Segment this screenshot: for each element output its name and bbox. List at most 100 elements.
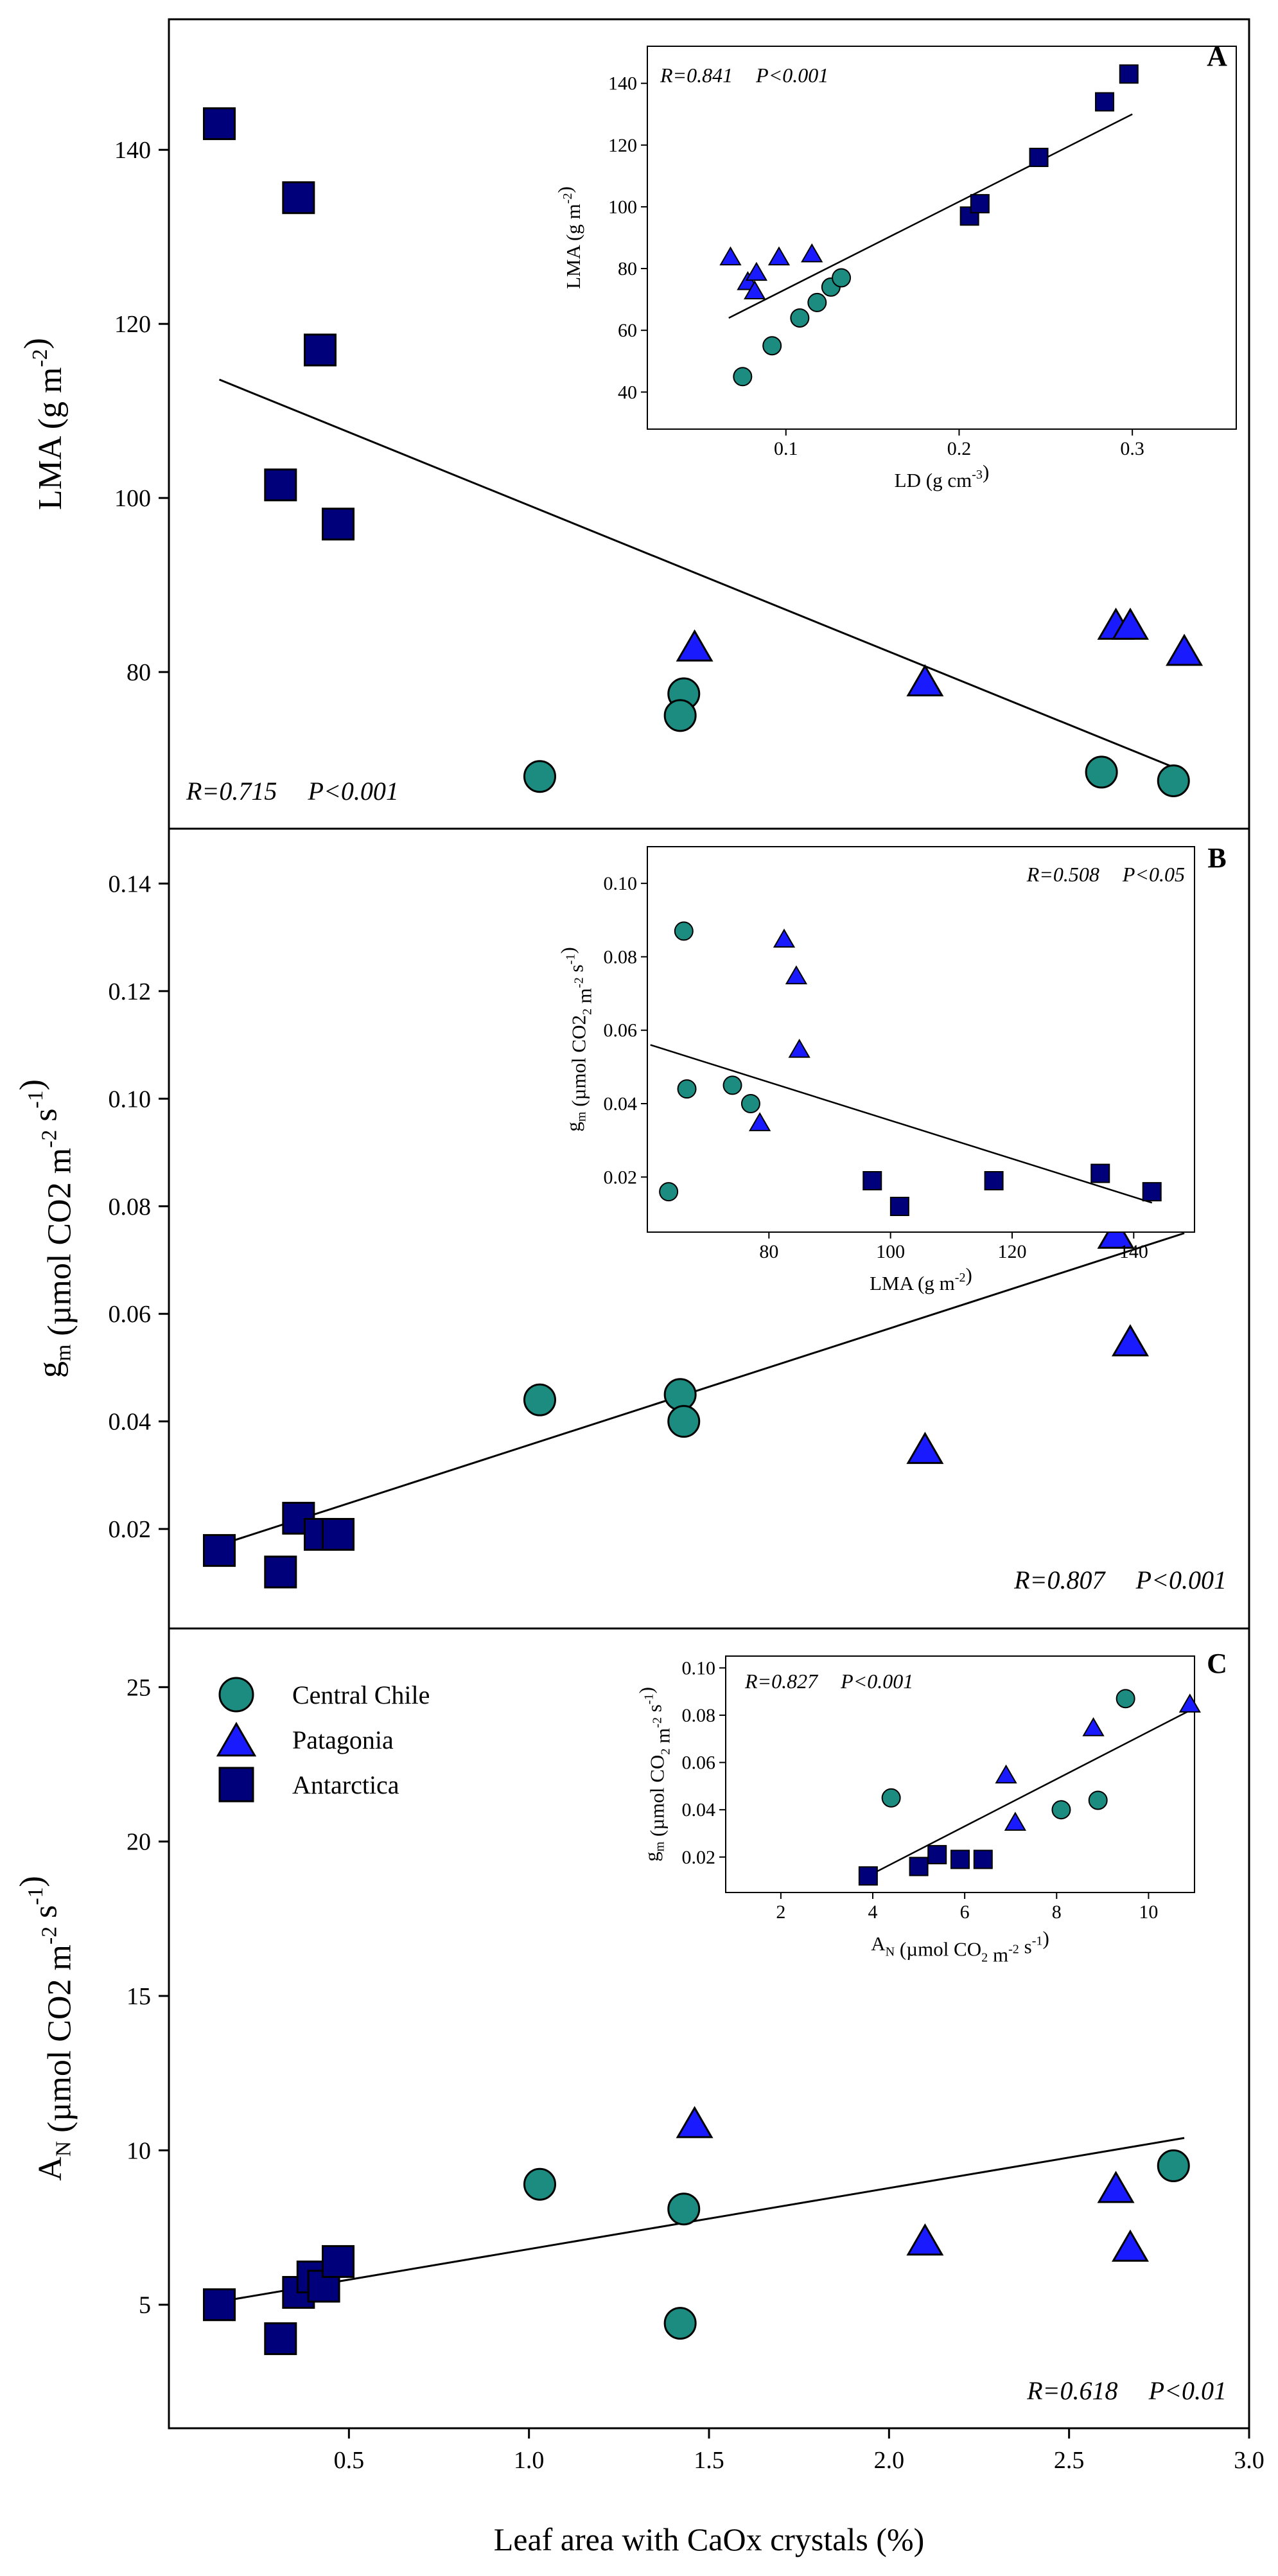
data-point-central-chile bbox=[667, 1405, 701, 1438]
legend-label: Antarctica bbox=[292, 1770, 399, 1799]
inset-point-central-chile bbox=[733, 367, 753, 387]
stat-text: R=0.715 P<0.001 bbox=[186, 777, 399, 806]
y-axis-label: LMA (g m-2) bbox=[18, 338, 69, 510]
inset-stat-text: R=0.841 P<0.001 bbox=[660, 64, 828, 87]
regression-line bbox=[219, 2137, 1185, 2303]
inset-point-central-chile bbox=[659, 1182, 679, 1202]
inset-point-antarctica bbox=[927, 1845, 947, 1865]
inset-point-central-chile bbox=[881, 1788, 901, 1808]
inset-stat-text: R=0.508 P<0.05 bbox=[1026, 863, 1185, 886]
y-tick-label: 100 bbox=[114, 485, 151, 512]
y-tick-label: 0.04 bbox=[109, 1409, 152, 1436]
inset-x-axis-label: LD (g cm-3) bbox=[895, 461, 990, 491]
inset-point-patagonia bbox=[767, 246, 791, 266]
inset-point-central-chile bbox=[722, 1075, 742, 1095]
inset-point-antarctica bbox=[862, 1171, 882, 1190]
data-point-central-chile bbox=[1085, 755, 1118, 789]
inset-y-tick-label: 0.02 bbox=[604, 1167, 638, 1188]
stat-r: R=0.715 bbox=[186, 777, 277, 806]
inset-y-tick-label: 0.08 bbox=[604, 946, 638, 967]
inset-B: R=0.508 P<0.05 bbox=[641, 846, 1195, 1239]
y-tick-label: 80 bbox=[127, 659, 151, 686]
inset-y-tick-label: 0.02 bbox=[682, 1847, 716, 1868]
y-tick-label: 0.06 bbox=[109, 1301, 152, 1328]
inset-x-tick-label: 4 bbox=[868, 1901, 878, 1923]
x-tick-label: 2.5 bbox=[1054, 2447, 1085, 2474]
inset-point-antarctica bbox=[984, 1171, 1004, 1190]
inset-point-central-chile bbox=[1088, 1790, 1108, 1810]
legend-label: Central Chile bbox=[292, 1681, 430, 1709]
inset-stat-text: R=0.827 P<0.001 bbox=[744, 1670, 913, 1693]
x-tick-label: 0.5 bbox=[334, 2447, 365, 2474]
data-point-patagonia bbox=[1097, 1216, 1135, 1249]
inset-regression-line bbox=[728, 113, 1133, 319]
stat-text: R=0.618 P<0.01 bbox=[1026, 2376, 1227, 2405]
inset-point-patagonia bbox=[788, 1038, 810, 1058]
inset-point-antarctica bbox=[950, 1849, 970, 1869]
inset-point-antarctica bbox=[909, 1857, 929, 1876]
stat-text: R=0.807 P<0.001 bbox=[1013, 1566, 1227, 1594]
data-point-patagonia bbox=[1111, 2229, 1149, 2262]
inset-frame bbox=[647, 846, 1195, 1233]
data-point-central-chile bbox=[1157, 764, 1190, 797]
inset-point-antarctica bbox=[1119, 64, 1139, 84]
y-axis-label: AN (µmol CO2 m-2 s-1) bbox=[13, 1876, 78, 2181]
y-tick-label: 140 bbox=[114, 137, 151, 164]
inset-x-tick-label: 8 bbox=[1052, 1901, 1062, 1923]
inset-point-central-chile bbox=[740, 1094, 760, 1113]
inset-stat-r: R=0.508 bbox=[1026, 863, 1099, 886]
data-point-patagonia bbox=[906, 664, 944, 696]
inset-x-tick-label: 80 bbox=[759, 1241, 778, 1262]
panel-A: R=0.715 P<0.001 R=0.841 P<0.001 bbox=[159, 46, 1237, 806]
panel-letter: C bbox=[1207, 1648, 1227, 1679]
inset-point-patagonia bbox=[1082, 1717, 1105, 1736]
x-tick-label: 1.0 bbox=[514, 2447, 545, 2474]
data-point-antarctica bbox=[264, 2322, 297, 2356]
data-point-antarctica bbox=[202, 107, 236, 141]
inset-x-tick-label: 0.2 bbox=[947, 438, 972, 459]
data-point-antarctica bbox=[322, 1517, 355, 1551]
data-point-patagonia bbox=[1097, 2171, 1135, 2203]
y-tick-label: 120 bbox=[114, 311, 151, 338]
data-point-antarctica bbox=[282, 181, 315, 215]
inset-y-axis-label: gm (µmol CO22 m-2 s-1) bbox=[556, 947, 595, 1131]
data-point-central-chile bbox=[663, 1378, 697, 1411]
inset-point-antarctica bbox=[970, 194, 990, 214]
inset-x-tick-label: 100 bbox=[876, 1241, 905, 1262]
inset-y-tick-label: 0.04 bbox=[604, 1093, 638, 1115]
y-tick-label: 25 bbox=[127, 1674, 151, 1701]
inset-y-tick-label: 60 bbox=[618, 320, 637, 341]
y-tick-label: 0.02 bbox=[109, 1516, 152, 1543]
x-axis-label: Leaf area with CaOx crystals (%) bbox=[494, 2521, 925, 2557]
inset-point-central-chile bbox=[807, 292, 827, 312]
inset-stat-r: R=0.841 bbox=[660, 64, 733, 87]
data-point-antarctica bbox=[303, 333, 337, 367]
data-point-antarctica bbox=[264, 1555, 297, 1589]
inset-x-tick-label: 10 bbox=[1139, 1901, 1158, 1923]
data-point-patagonia bbox=[676, 629, 713, 662]
legend-label: Patagonia bbox=[292, 1725, 394, 1754]
inset-y-tick-label: 0.10 bbox=[604, 873, 638, 894]
data-point-antarctica bbox=[322, 507, 355, 541]
y-tick-label: 0.08 bbox=[109, 1194, 152, 1221]
inset-x-tick-label: 120 bbox=[998, 1241, 1027, 1262]
legend-marker-antarctica bbox=[218, 1767, 254, 1803]
inset-y-tick-label: 80 bbox=[618, 258, 637, 279]
data-point-patagonia bbox=[906, 1431, 944, 1464]
inset-y-axis-label: gm (µmol CO2 m-2 s-1) bbox=[635, 1687, 674, 1862]
inset-x-tick-label: 6 bbox=[960, 1901, 970, 1923]
inset-x-tick-label: 0.1 bbox=[774, 438, 798, 459]
data-point-antarctica bbox=[264, 468, 297, 502]
panel-letter: B bbox=[1207, 842, 1226, 874]
inset-y-tick-label: 40 bbox=[618, 382, 637, 403]
inset-point-central-chile bbox=[1116, 1689, 1135, 1709]
inset-x-tick-label: 0.3 bbox=[1120, 438, 1144, 459]
inset-point-patagonia bbox=[745, 261, 768, 281]
inset-regression-line bbox=[868, 1707, 1195, 1877]
data-point-antarctica bbox=[202, 2288, 236, 2322]
data-point-patagonia bbox=[1111, 1324, 1149, 1357]
stat-r: R=0.618 bbox=[1026, 2376, 1117, 2405]
x-tick-label: 2.0 bbox=[874, 2447, 905, 2474]
inset-x-axis-label: AN (µmol CO2 m-2 s-1) bbox=[871, 1927, 1049, 1966]
inset-point-antarctica bbox=[1142, 1182, 1162, 1202]
